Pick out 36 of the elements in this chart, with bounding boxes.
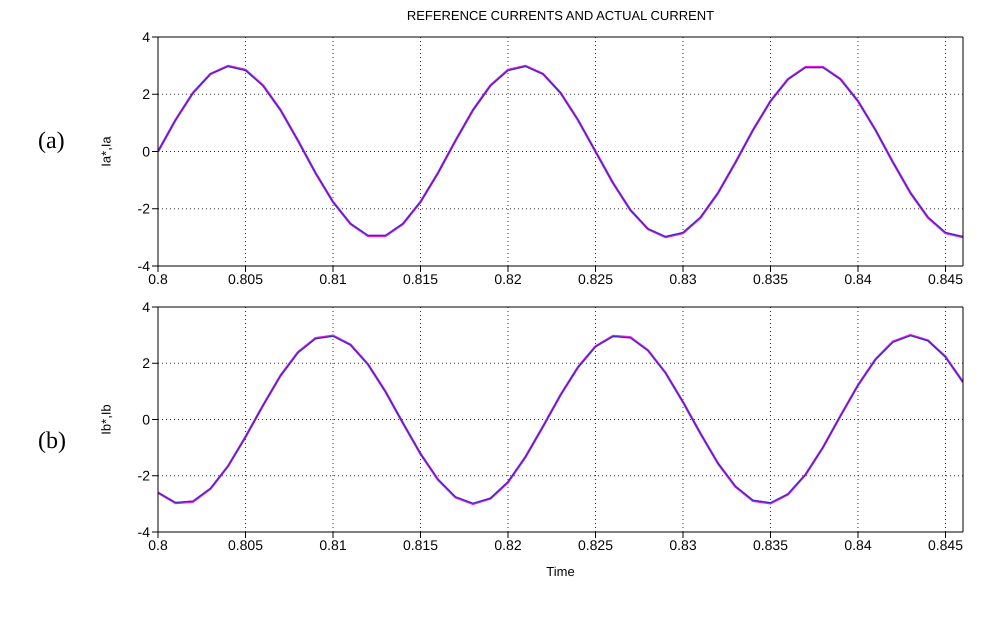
y-tick-label: 4	[142, 28, 150, 45]
x-tick-label: 0.8	[148, 270, 168, 287]
y-tick-label: 2	[142, 355, 150, 372]
x-tick-label: 0.815	[402, 270, 438, 287]
x-tick-label: 0.815	[402, 536, 438, 553]
y-tick-label: -4	[138, 258, 150, 274]
x-tick-label: 0.84	[844, 536, 872, 553]
x-tick-label: 0.81	[319, 536, 347, 553]
y-tick-label: 0	[142, 411, 150, 428]
x-tick-label: 0.84	[844, 270, 872, 287]
y-tick-label: 4	[142, 298, 150, 315]
x-tick-label: 0.835	[752, 536, 788, 553]
x-tick-label: 0.805	[228, 270, 264, 287]
text: (a)	[38, 128, 65, 155]
x-tick-label: 0.805	[228, 536, 264, 553]
y-tick-label: -2	[138, 200, 150, 217]
x-tick-label: 0.8	[148, 536, 168, 553]
y-tick-label: -2	[138, 468, 150, 484]
x-tick-label: 0.82	[494, 536, 522, 553]
y-tick-label: 2	[142, 86, 150, 102]
y-axis-title: Ia*,Ia	[98, 136, 114, 167]
x-tick-label: 0.83	[669, 270, 697, 287]
x-tick-label: 0.845	[928, 536, 964, 553]
text: (b)	[38, 428, 66, 455]
x-tick-label: 0.825	[578, 270, 614, 287]
x-axis-title: Time	[546, 564, 575, 579]
x-tick-label: 0.835	[752, 270, 788, 287]
x-tick-label: 0.825	[578, 536, 614, 553]
x-tick-label: 0.81	[319, 270, 347, 287]
y-tick-label: 0	[142, 143, 150, 160]
x-tick-label: 0.83	[669, 536, 697, 553]
y-tick-label: -4	[138, 524, 150, 540]
y-axis-title: Ib*,Ib	[98, 404, 114, 435]
x-tick-label: 0.845	[928, 270, 964, 287]
x-tick-label: 0.82	[494, 270, 522, 287]
chart-title: REFERENCE CURRENTS AND ACTUAL CURRENT	[406, 8, 716, 23]
